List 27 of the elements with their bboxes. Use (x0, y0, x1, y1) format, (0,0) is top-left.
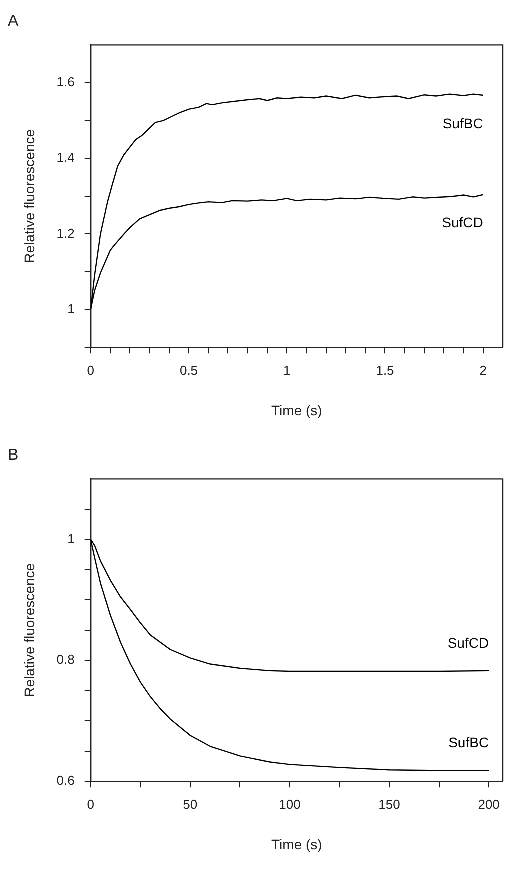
x-tick-label: 1 (284, 362, 291, 378)
y-tick-label: 1.6 (56, 74, 75, 90)
x-tick-label: 50 (183, 796, 198, 812)
x-axis-title: Time (s) (272, 402, 322, 418)
y-tick-label: 1 (68, 301, 75, 316)
y-tick-label: 1.4 (56, 150, 75, 166)
x-axis-title: Time (s) (272, 836, 322, 852)
x-tick-label: 0 (87, 362, 94, 378)
x-tick-label: 2 (480, 362, 487, 378)
x-tick-label: 200 (478, 796, 500, 812)
y-tick-label: 0.6 (56, 773, 75, 788)
chart-title: A (8, 13, 19, 30)
chart-title: B (8, 447, 19, 464)
series-label: SufCD (448, 634, 490, 651)
y-tick-label: 1 (68, 531, 75, 546)
y-tick-label: 0.8 (56, 652, 75, 668)
series-label: SufBC (448, 734, 490, 751)
x-tick-label: 100 (279, 796, 301, 812)
y-axis-title: Relative fluorescence (21, 563, 38, 698)
x-tick-label: 0 (87, 796, 94, 812)
series-label: SufBC (442, 115, 484, 132)
series-label: SufCD (442, 214, 484, 231)
x-tick-label: 1.5 (376, 362, 394, 378)
y-axis-title: Relative fluorescence (21, 129, 38, 264)
y-tick-label: 1.2 (56, 226, 75, 241)
x-tick-label: 150 (378, 796, 400, 812)
x-tick-label: 0.5 (180, 362, 198, 378)
